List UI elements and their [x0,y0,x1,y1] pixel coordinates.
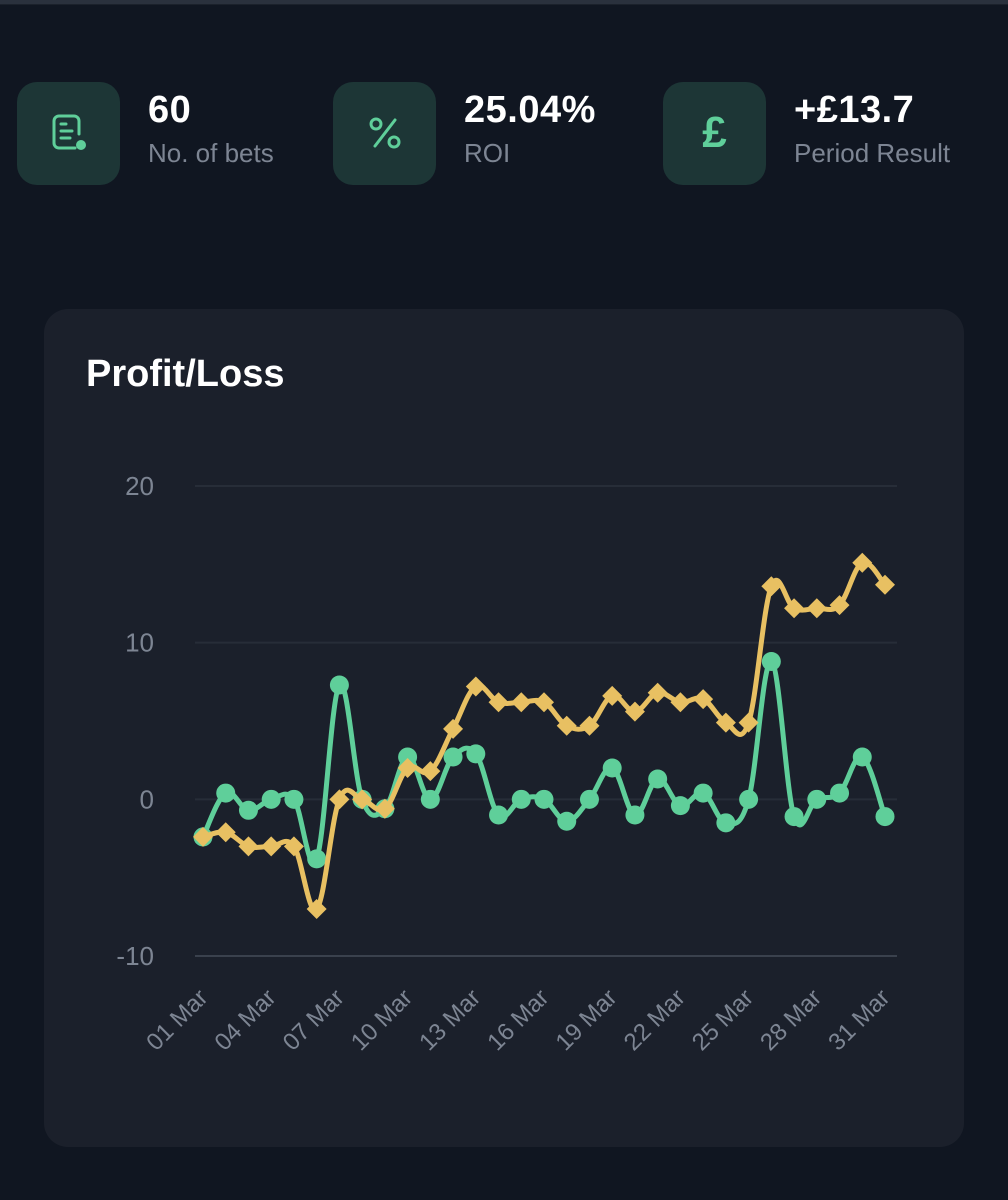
data-point-circle[interactable] [716,813,736,833]
data-point-circle[interactable] [238,800,258,820]
data-point-diamond[interactable] [715,712,736,733]
data-point-diamond[interactable] [488,692,509,713]
data-point-circle[interactable] [534,789,554,809]
data-point-circle[interactable] [602,758,622,778]
data-point-diamond[interactable] [647,682,668,703]
data-point-diamond[interactable] [761,576,782,597]
data-point-circle[interactable] [489,805,509,825]
data-point-diamond[interactable] [602,685,623,706]
data-point-diamond[interactable] [215,822,236,843]
data-point-diamond[interactable] [238,836,259,857]
x-tick-label: 01 Mar [141,984,213,1056]
data-point-diamond[interactable] [420,761,441,782]
data-point-diamond[interactable] [784,598,805,619]
data-point-diamond[interactable] [261,836,282,857]
data-point-diamond[interactable] [738,712,759,733]
chart-title: Profit/Loss [86,353,285,395]
data-point-circle[interactable] [216,783,236,803]
data-point-circle[interactable] [579,789,599,809]
percent-icon [369,117,400,149]
x-tick-label: 10 Mar [346,984,418,1056]
data-point-circle[interactable] [398,747,418,767]
bets-count: 60 [148,89,192,131]
data-point-circle[interactable] [830,783,850,803]
data-point-diamond[interactable] [534,692,554,713]
data-point-diamond[interactable] [579,715,600,736]
data-point-diamond[interactable] [397,758,418,778]
data-point-diamond[interactable] [693,689,714,710]
data-point-diamond[interactable] [443,718,464,739]
data-point-circle[interactable] [852,747,872,767]
bet-slip-icon [52,114,86,150]
x-tick-label: 19 Mar [551,984,623,1056]
data-point-diamond[interactable] [374,798,395,819]
data-point-diamond[interactable] [511,692,532,713]
y-tick-label: 20 [125,471,154,501]
data-point-diamond[interactable] [852,552,873,573]
data-point-diamond[interactable] [193,826,213,847]
x-tick-label: 25 Mar [687,984,759,1056]
x-tick-label: 22 Mar [619,984,691,1056]
data-point-circle[interactable] [443,747,463,767]
roi-value: 25.04% [464,89,596,131]
data-point-diamond[interactable] [670,692,691,713]
bets-label: No. of bets [148,138,274,168]
period-icon-box: £ [663,81,766,185]
data-point-diamond[interactable] [465,676,486,697]
data-point-diamond[interactable] [306,899,327,919]
y-tick-label: 0 [140,784,154,814]
data-point-circle[interactable] [307,849,327,869]
data-point-diamond[interactable] [329,789,350,810]
roi-icon-box [333,81,436,185]
stat-bets: 60 No. of bets [17,81,274,185]
roi-label: ROI [464,138,511,168]
x-tick-label: 31 Mar [823,984,895,1056]
data-point-diamond[interactable] [283,836,304,857]
data-point-circle[interactable] [261,789,281,809]
stat-roi: 25.04% ROI [333,81,596,185]
y-tick-label: 10 [125,628,154,658]
x-tick-label: 13 Mar [414,984,486,1056]
period-result-label: Period Result [794,138,951,168]
data-point-diamond[interactable] [624,701,645,722]
data-point-circle[interactable] [557,811,577,831]
x-tick-label: 28 Mar [755,984,827,1056]
data-point-diamond[interactable] [875,574,895,595]
data-point-circle[interactable] [807,789,827,809]
data-point-circle[interactable] [693,783,713,803]
data-point-diamond[interactable] [352,789,373,810]
top-divider [0,0,1008,5]
data-point-circle[interactable] [466,744,486,764]
data-point-diamond[interactable] [829,595,850,616]
data-point-circle[interactable] [648,769,668,789]
data-point-circle[interactable] [784,807,804,827]
data-point-circle[interactable] [670,796,690,816]
data-point-diamond[interactable] [556,715,577,736]
pound-icon: £ [702,108,727,157]
period-result-value: +£13.7 [794,89,915,131]
y-tick-label: -10 [116,941,154,971]
data-point-diamond[interactable] [806,598,827,619]
x-tick-label: 16 Mar [482,984,554,1056]
stat-period-result: £ +£13.7 Period Result [663,81,950,185]
data-point-circle[interactable] [420,789,440,809]
data-point-circle[interactable] [875,807,895,827]
bets-icon-box [17,81,120,185]
daily-pl-line [200,658,888,865]
x-tick-label: 07 Mar [278,984,350,1056]
data-point-circle[interactable] [625,805,645,825]
x-tick-label: 04 Mar [210,984,282,1056]
data-point-circle[interactable] [329,675,349,695]
stats-row: 60 No. of bets 25.04% ROI £ +£13.7 Perio… [0,81,1008,185]
data-point-circle[interactable] [761,651,781,671]
profit-loss-card: Profit/Loss 20 10 0 -10 01 Mar 04 Mar 07 Mar 10… [44,309,964,1147]
data-point-circle[interactable] [511,789,531,809]
data-point-circle[interactable] [284,789,304,809]
data-point-circle[interactable] [739,789,759,809]
